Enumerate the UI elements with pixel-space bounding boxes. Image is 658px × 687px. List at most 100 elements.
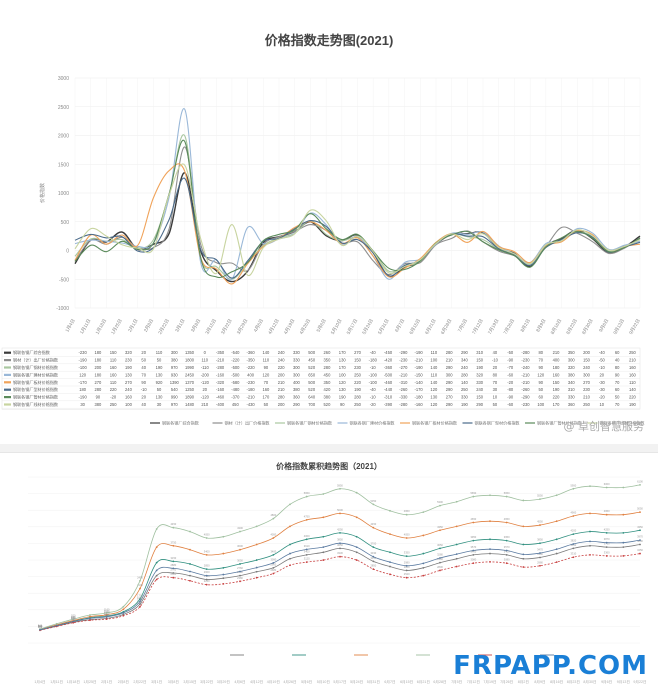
data-label: 2600 xyxy=(204,570,210,574)
table-cell: -220 xyxy=(247,365,256,370)
x-tick-label: 6月7日 xyxy=(384,679,395,684)
table-cell: 20 xyxy=(141,350,146,355)
data-point xyxy=(239,530,241,533)
table-cell: 180 xyxy=(94,372,102,377)
table-cell: 210 xyxy=(446,358,454,363)
table-cell: 450 xyxy=(232,402,240,407)
data-label: 5000 xyxy=(337,508,343,512)
x-tick-label: 1月18日 xyxy=(94,318,108,336)
table-cell: 400 xyxy=(247,372,255,377)
data-point xyxy=(639,539,641,542)
table-cell: 190 xyxy=(156,365,164,370)
x-tick-label: 6月21日 xyxy=(417,679,430,684)
data-point xyxy=(472,521,475,524)
data-label: 5950 xyxy=(337,483,343,487)
data-point xyxy=(455,500,458,503)
table-cell: -580 xyxy=(231,380,240,385)
x-tick-label: 1月4日 xyxy=(64,318,76,333)
data-point xyxy=(505,549,508,552)
data-point xyxy=(539,524,541,526)
data-label: 3570 xyxy=(504,545,510,549)
table-cell: 60 xyxy=(538,395,543,400)
table-cell: 1890 xyxy=(185,395,195,400)
table-cell: 60 xyxy=(615,350,620,355)
data-point xyxy=(555,548,558,551)
data-point xyxy=(589,512,591,515)
data-point xyxy=(439,561,441,564)
table-cell: 30 xyxy=(157,402,162,407)
table-cell: 270 xyxy=(125,380,133,385)
data-label: 5050 xyxy=(637,507,643,511)
table-cell: -210 xyxy=(521,380,530,385)
table-cell: -330 xyxy=(399,395,408,400)
legend-label: 钢联各钢厂型材价格指数 xyxy=(475,420,520,426)
table-cell: -210 xyxy=(216,358,225,363)
table-cell: 320 xyxy=(476,372,484,377)
data-point xyxy=(339,531,341,534)
data-point xyxy=(505,495,508,498)
data-label: 870 xyxy=(71,615,76,619)
table-cell: 190 xyxy=(461,402,469,407)
table-cell: -160 xyxy=(216,387,225,392)
x-tick-label: 3月29日 xyxy=(217,679,230,684)
table-cell: -60 xyxy=(507,372,514,377)
table-cell: -500 xyxy=(231,365,240,370)
table-cell: -210 xyxy=(414,358,423,363)
data-point xyxy=(339,512,341,515)
table-cell: 80 xyxy=(615,365,620,370)
table-cell: 280 xyxy=(278,395,286,400)
x-tick-label: 6月28日 xyxy=(433,679,446,684)
data-point xyxy=(639,552,641,555)
data-point xyxy=(222,583,225,585)
x-tick-label: 5月31日 xyxy=(367,679,380,684)
data-label: 3310 xyxy=(570,552,576,556)
x-tick-label: 9月13日 xyxy=(612,318,626,336)
data-point xyxy=(72,618,75,621)
data-point xyxy=(189,548,191,551)
table-cell: -190 xyxy=(414,365,423,370)
data-label: 4450 xyxy=(370,522,376,526)
data-label: 1600 xyxy=(137,596,143,600)
data-point xyxy=(472,539,475,542)
data-point xyxy=(489,520,491,523)
table-cell: 700 xyxy=(308,402,316,407)
table-cell: -280 xyxy=(521,350,530,355)
data-point xyxy=(139,598,141,600)
table-cell: 340 xyxy=(461,358,469,363)
table-cell: -400 xyxy=(216,402,225,407)
table-cell: 450 xyxy=(308,358,316,363)
table-cell: 1800 xyxy=(185,358,195,363)
table-cell: 70 xyxy=(538,358,543,363)
data-point xyxy=(189,574,191,577)
x-tick-label: 9月6日 xyxy=(598,318,610,333)
table-cell: 970 xyxy=(171,365,179,370)
table-cell: 380 xyxy=(324,395,332,400)
table-cell: 270 xyxy=(583,380,591,385)
table-cell: 640 xyxy=(308,395,316,400)
data-point xyxy=(489,552,491,555)
table-cell: -430 xyxy=(247,402,256,407)
table-cell: 240 xyxy=(583,365,591,370)
table-cell: 330 xyxy=(293,350,301,355)
data-label: 5350 xyxy=(370,499,376,503)
table-cell: -210 xyxy=(399,372,408,377)
data-point xyxy=(205,537,208,539)
table-cell: -460 xyxy=(384,380,393,385)
data-point xyxy=(589,530,591,533)
data-point xyxy=(522,553,525,556)
data-point xyxy=(239,574,241,577)
data-point xyxy=(422,511,425,514)
data-point xyxy=(355,535,358,538)
table-cell: 230 xyxy=(354,365,362,370)
table-cell: -100 xyxy=(369,380,378,385)
data-point xyxy=(39,628,41,631)
data-label: 5650 xyxy=(504,491,510,495)
data-point xyxy=(589,553,591,556)
x-tick-label: 1月11日 xyxy=(79,318,92,335)
table-cell: 220 xyxy=(553,395,561,400)
data-point xyxy=(405,569,408,572)
data-point xyxy=(489,494,491,497)
data-point xyxy=(589,485,591,488)
data-label: 4950 xyxy=(604,509,610,513)
table-cell: 1250 xyxy=(185,387,195,392)
